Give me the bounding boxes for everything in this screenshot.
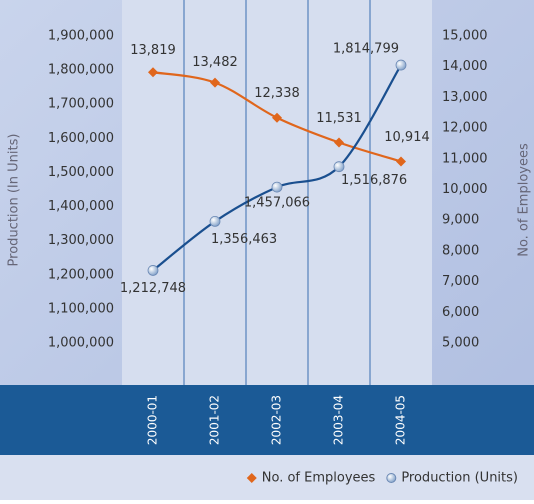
y2-tick-label: 6,000	[442, 305, 479, 320]
data-label: 12,338	[254, 86, 300, 101]
marker	[271, 181, 283, 193]
marker	[209, 216, 221, 227]
x-tick-label: 2003-04	[332, 395, 346, 445]
data-label: 10,914	[384, 130, 430, 145]
marker	[210, 77, 220, 88]
legend-label: No. of Employees	[262, 471, 376, 486]
y-tick-label: 1,800,000	[48, 63, 114, 78]
y2-tick-label: 14,000	[442, 59, 488, 74]
data-label: 11,531	[316, 111, 362, 126]
y-axis-title: Production (In Units)	[7, 134, 22, 267]
y2-tick-label: 10,000	[442, 182, 488, 197]
legend-label: Production (Units)	[401, 471, 518, 486]
y2-tick-label: 11,000	[442, 151, 488, 166]
data-label: 1,356,463	[211, 232, 277, 247]
marker	[272, 112, 282, 123]
marker	[396, 156, 406, 167]
y-tick-label: 1,500,000	[48, 165, 114, 180]
y2-axis-title: No. of Employees	[517, 143, 532, 257]
y2-tick-label: 15,000	[442, 29, 488, 44]
y2-tick-label: 8,000	[442, 243, 479, 258]
data-label: 1,457,066	[244, 196, 310, 211]
y2-tick-label: 12,000	[442, 121, 488, 136]
y-tick-label: 1,100,000	[48, 301, 114, 316]
x-tick-label: 2000-01	[146, 395, 160, 445]
plot-area	[122, 0, 432, 385]
legend-area	[0, 455, 534, 500]
y2-tick-label: 7,000	[442, 274, 479, 289]
category-band	[0, 385, 534, 455]
marker	[147, 265, 159, 276]
data-label: 13,819	[130, 43, 176, 58]
data-label: 1,814,799	[333, 42, 399, 57]
marker	[334, 137, 344, 148]
y-tick-label: 1,000,000	[48, 336, 114, 351]
marker	[395, 59, 407, 71]
data-label: 13,482	[192, 55, 238, 70]
y-tick-label: 1,600,000	[48, 131, 114, 146]
y2-tick-label: 5,000	[442, 336, 479, 351]
y-tick-label: 1,400,000	[48, 199, 114, 214]
marker	[148, 67, 158, 78]
legend-marker	[386, 473, 397, 483]
data-label: 1,212,748	[120, 281, 186, 296]
marker	[333, 161, 345, 173]
legend-marker	[246, 473, 257, 483]
data-label: 1,516,876	[341, 173, 407, 188]
x-tick-label: 2004-05	[394, 395, 408, 445]
y-tick-label: 1,200,000	[48, 267, 114, 282]
y-tick-label: 1,900,000	[48, 29, 114, 44]
x-tick-label: 2001-02	[208, 395, 222, 445]
y-tick-label: 1,300,000	[48, 233, 114, 248]
y2-tick-label: 13,000	[442, 90, 488, 105]
y-tick-label: 1,700,000	[48, 97, 114, 112]
y2-tick-label: 9,000	[442, 213, 479, 228]
x-tick-label: 2002-03	[270, 395, 284, 445]
